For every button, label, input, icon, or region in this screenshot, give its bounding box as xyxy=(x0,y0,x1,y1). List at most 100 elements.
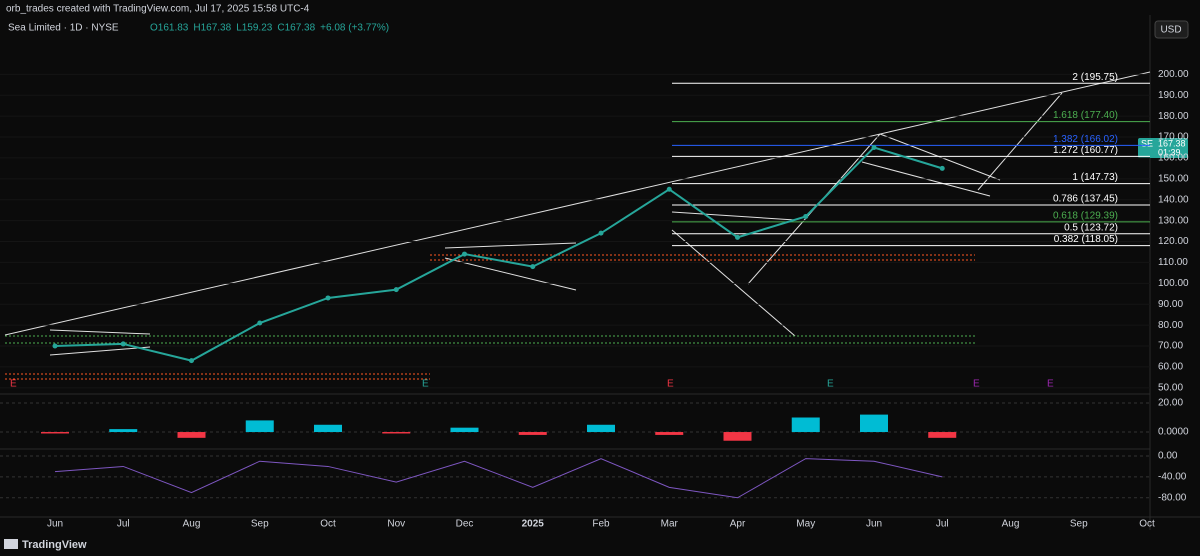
x-tick-label: Jul xyxy=(117,519,130,530)
x-tick-label: Sep xyxy=(1070,519,1088,530)
level-label: 0.382 (118.05) xyxy=(1054,234,1118,245)
y-tick-label: 110.00 xyxy=(1158,257,1188,268)
x-tick-label: Dec xyxy=(456,519,474,530)
x-tick-label: Aug xyxy=(1002,519,1020,530)
event: E xyxy=(973,379,980,390)
badge-price: 167.38 xyxy=(1158,138,1186,148)
x-tick-label: May xyxy=(796,519,815,530)
y-tick-label: 140.00 xyxy=(1158,194,1189,205)
y-tick-label: 130.00 xyxy=(1158,215,1189,226)
badge-time: 01:39 xyxy=(1158,147,1181,157)
badge-symbol: SE xyxy=(1141,138,1153,148)
histogram-bar xyxy=(245,420,274,433)
symbol: Sea Limited · 1D · NYSE xyxy=(8,23,119,34)
price-point xyxy=(325,295,331,301)
level-label: 0.5 (123.72) xyxy=(1064,222,1118,233)
histogram-bar xyxy=(382,432,411,434)
x-tick-label: Jun xyxy=(47,519,63,530)
y-tick-label: 50.00 xyxy=(1158,382,1183,393)
y-tick-label: -80.00 xyxy=(1158,492,1187,503)
histogram-bar xyxy=(314,424,342,433)
histogram-bar xyxy=(518,432,547,435)
y-tick-label: 190.00 xyxy=(1158,90,1189,101)
ohlc-value: L159.23 xyxy=(236,23,273,34)
y-tick-label: 100.00 xyxy=(1158,278,1189,289)
histogram-bar xyxy=(177,432,206,438)
histogram-bar xyxy=(109,429,138,433)
currency-button[interactable] xyxy=(1154,20,1189,39)
x-tick-label: Mar xyxy=(661,519,679,530)
x-tick-label: Jun xyxy=(866,519,882,530)
event: E xyxy=(827,379,834,390)
price-point xyxy=(120,341,126,347)
x-tick-label: Nov xyxy=(387,519,405,530)
price-point xyxy=(462,251,467,257)
y-tick-label: 90.00 xyxy=(1158,299,1183,310)
x-tick-label: Apr xyxy=(730,519,746,530)
y-tick-label: 170.00 xyxy=(1158,132,1189,143)
price-point xyxy=(939,165,945,171)
logo xyxy=(4,539,18,549)
credit: orb_trades created with TradingView.com,… xyxy=(6,4,310,15)
y-tick-label: 200.00 xyxy=(1158,69,1189,80)
level-label: 1.272 (160.77) xyxy=(1053,145,1118,156)
y-tick-label: 150.00 xyxy=(1158,173,1189,184)
y-tick-label: 180.00 xyxy=(1158,111,1189,122)
price-badge xyxy=(1138,138,1188,158)
event: E xyxy=(422,379,429,390)
brand: TradingView xyxy=(22,539,87,551)
price-point xyxy=(393,287,399,293)
price-point xyxy=(803,213,809,219)
level-label: 2 (195.75) xyxy=(1072,72,1118,83)
x-tick-label: Jul xyxy=(936,519,949,530)
ohlc: O161.83 H167.38 L159.23 C167.38 +6.08 (+3.77… xyxy=(150,23,389,34)
event: E xyxy=(10,379,17,390)
price-point xyxy=(530,264,536,270)
x-tick-label: Feb xyxy=(592,519,610,530)
ohlc-value: O161.83 xyxy=(150,23,189,34)
x-tick-label: Sep xyxy=(251,519,269,530)
price-point xyxy=(871,144,877,150)
price-point xyxy=(666,186,672,192)
price-point xyxy=(52,343,58,349)
histogram-bar xyxy=(450,427,479,433)
level-label: 1 (147.73) xyxy=(1072,172,1118,183)
level-label: 1.382 (166.02) xyxy=(1053,134,1118,145)
price-line xyxy=(54,146,943,362)
price-point xyxy=(189,358,194,364)
x-tick-label: Oct xyxy=(320,519,336,530)
histogram-bar xyxy=(655,432,684,435)
event: E xyxy=(1047,379,1054,390)
y-tick-label: 120.00 xyxy=(1158,236,1189,247)
price-point xyxy=(257,320,263,326)
histogram-bar xyxy=(791,417,820,433)
ohlc-value: H167.38 xyxy=(193,23,231,34)
y-tick-label: 160.00 xyxy=(1158,153,1189,164)
histogram-bar xyxy=(860,414,888,433)
ohlc-value: +6.08 (+3.77%) xyxy=(320,23,389,34)
x-tick-label: Aug xyxy=(183,519,201,530)
y-tick-label: 0.0000 xyxy=(1158,427,1189,438)
event: E xyxy=(667,379,674,390)
y-tick-label: 60.00 xyxy=(1158,362,1183,373)
y-tick-label: 80.00 xyxy=(1158,320,1183,331)
level-label: 1.618 (177.40) xyxy=(1053,110,1118,121)
ohlc-value: C167.38 xyxy=(277,23,315,34)
oscillator-line xyxy=(54,458,943,499)
histogram-bar xyxy=(587,424,615,433)
x-tick-label: Oct xyxy=(1139,519,1155,530)
price-point xyxy=(598,230,604,236)
y-tick-label: 0.00 xyxy=(1158,451,1178,462)
price-point xyxy=(735,234,740,240)
y-tick-label: 20.00 xyxy=(1158,398,1183,409)
histogram-bar xyxy=(928,432,957,438)
histogram-bar xyxy=(41,432,69,434)
currency: USD xyxy=(1160,25,1181,36)
x-tick-label: 2025 xyxy=(522,519,545,530)
level-label: 0.618 (129.39) xyxy=(1053,211,1118,222)
level-label: 0.786 (137.45) xyxy=(1053,194,1118,205)
histogram-bar xyxy=(723,432,752,441)
y-tick-label: -40.00 xyxy=(1158,472,1187,483)
